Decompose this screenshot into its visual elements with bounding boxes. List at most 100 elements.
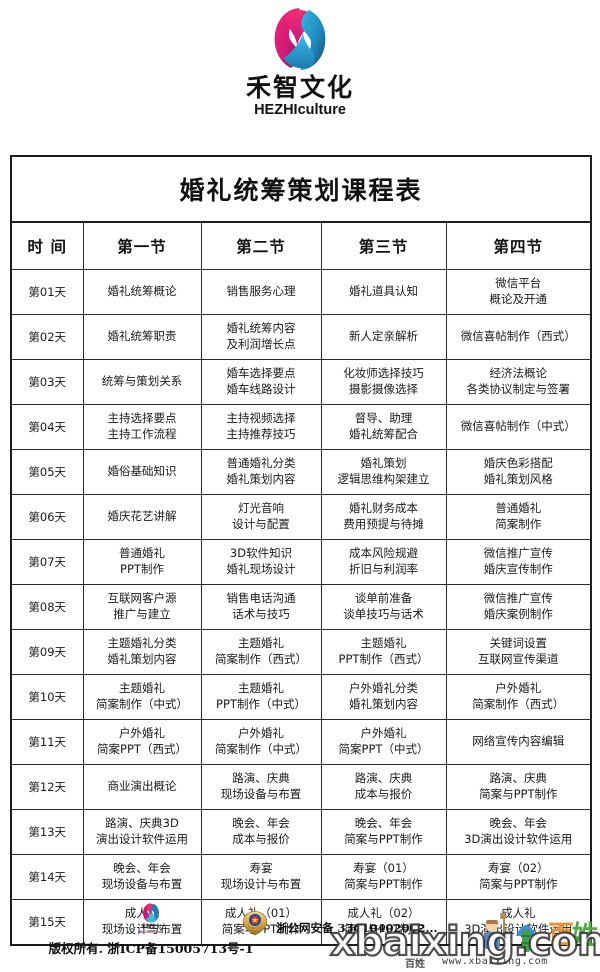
- cell-period-2: 销售服务心理: [200, 269, 322, 315]
- cell-period-2: 主题婚礼 PPT制作（中式）: [200, 674, 322, 720]
- cell-period-4: 成人礼 3D演出设计软件运用: [445, 899, 592, 946]
- cell-period-2: 主题婚礼 简案制作（西式）: [200, 629, 322, 675]
- table-row: 第14天 晚会、年会 现场设备与布置 寿宴 现场设计与布置 寿宴（01） 简案与…: [10, 854, 592, 900]
- cell-period-4: 微信平台 概论及开通: [445, 269, 592, 315]
- cell-period-1: 主持选择要点 主持工作流程: [82, 404, 202, 450]
- cell-period-1: 互联网客户源 推广与建立: [82, 584, 202, 630]
- cell-period-3: 化妆师选择技巧 摄影摄像选择: [320, 359, 447, 405]
- footer-copyright-text[interactable]: 版权所有. 浙ICP备15005713号-1: [48, 941, 254, 957]
- footer-brand-name-en: HEZHIculture: [139, 929, 163, 934]
- table-row: 第02天 婚礼统筹职责 婚礼统筹内容 及利润增长点 新人定亲解析 微信喜帖制作（…: [10, 314, 592, 360]
- row-day-label: 第13天: [10, 809, 84, 855]
- cell-period-3: 谈单前准备 谈单技巧与话术: [320, 584, 447, 630]
- cell-period-3: 婚礼道具认知: [320, 269, 447, 315]
- brand-header: 禾智文化 HEZHIculture: [0, 0, 600, 118]
- cell-period-4: 晚会、年会 3D演出设计软件运用: [445, 809, 592, 855]
- cell-period-4: 婚庆色彩搭配 婚礼策划风格: [445, 449, 592, 495]
- cell-period-1: 统筹与策划关系: [82, 359, 202, 405]
- cell-period-2: 户外婚礼 简案制作（中式）: [200, 719, 322, 765]
- row-day-label: 第04天: [10, 404, 84, 450]
- column-header-period-1: 第一节: [82, 221, 202, 270]
- row-day-label: 第12天: [10, 764, 84, 810]
- cell-period-2: 普通婚礼分类 婚礼策划内容: [200, 449, 322, 495]
- table-body: 第01天 婚礼统筹概论 销售服务心理 婚礼道具认知 微信平台 概论及开通 第02…: [10, 269, 592, 946]
- cell-period-4: 路演、庆典 简案与PPT制作: [445, 764, 592, 810]
- page-title: 婚礼统筹策划课程表: [10, 155, 592, 223]
- row-day-label: 第10天: [10, 674, 84, 720]
- footer-police-record-block[interactable]: 浙公网安备 33010402002...: [240, 908, 438, 938]
- cell-period-1: 晚会、年会 现场设备与布置: [82, 854, 202, 900]
- row-day-label: 第07天: [10, 539, 84, 585]
- cell-period-2: 路演、庆典 现场设备与布置: [200, 764, 322, 810]
- table-row: 第01天 婚礼统筹概论 销售服务心理 婚礼道具认知 微信平台 概论及开通: [10, 269, 592, 315]
- brand-name-en: HEZHIculture: [254, 102, 346, 119]
- cell-period-4: 网络宣传内容编辑: [445, 719, 592, 765]
- table-row: 第13天 路演、庆典3D 演出设计软件运用 晚会、年会 成本与报价 晚会、年会 …: [10, 809, 592, 855]
- course-schedule-table: 婚礼统筹策划课程表 时 间 第一节 第二节 第三节 第四节 第01天 婚礼统筹概…: [10, 155, 593, 946]
- cell-period-4: 关键词设置 互联网宣传渠道: [445, 629, 592, 675]
- table-row: 第12天 商业演出概论 路演、庆典 现场设备与布置 路演、庆典 成本与报价 路演…: [10, 764, 592, 810]
- cell-period-1: 路演、庆典3D 演出设计软件运用: [82, 809, 202, 855]
- cell-period-4: 寿宴（02） 简案与PPT制作: [445, 854, 592, 900]
- row-day-label: 第11天: [10, 719, 84, 765]
- cell-period-3: 婚礼财务成本 费用预提与待摊: [320, 494, 447, 540]
- table-row: 第04天 主持选择要点 主持工作流程 主持视频选择 主持推荐技巧 督导、助理 婚…: [10, 404, 592, 450]
- brand-name-cn: 禾智文化: [245, 73, 354, 102]
- cell-period-3: 成本风险规避 折旧与利润率: [320, 539, 447, 585]
- china-police-badge-icon: [240, 908, 270, 938]
- column-header-period-2: 第二节: [200, 221, 322, 270]
- row-day-label: 第06天: [10, 494, 84, 540]
- cell-period-3: 寿宴（01） 简案与PPT制作: [320, 854, 447, 900]
- table-row: 第08天 互联网客户源 推广与建立 销售电话沟通 话术与技巧 谈单前准备 谈单技…: [10, 584, 592, 630]
- table-header-row: 时 间 第一节 第二节 第三节 第四节: [10, 221, 592, 270]
- cell-period-2: 销售电话沟通 话术与技巧: [200, 584, 322, 630]
- cell-period-1: 婚礼统筹概论: [82, 269, 202, 315]
- cell-period-3: 户外婚礼分类 婚礼策划内容: [320, 674, 447, 720]
- table-row: 第03天 统筹与策划关系 婚车选择要点 婚车线路设计 化妆师选择技巧 摄影摄像选…: [10, 359, 592, 405]
- cell-period-1: 婚礼统筹职责: [82, 314, 202, 360]
- row-day-label: 第02天: [10, 314, 84, 360]
- cell-period-1: 主题婚礼分类 婚礼策划内容: [82, 629, 202, 675]
- cell-period-4: 普通婚礼 简案制作: [445, 494, 592, 540]
- cell-period-3: 户外婚礼 简案PPT（中式）: [320, 719, 447, 765]
- cell-period-1: 普通婚礼 PPT制作: [82, 539, 202, 585]
- column-header-period-4: 第四节: [445, 221, 592, 270]
- cell-period-1: 婚俗基础知识: [82, 449, 202, 495]
- page-footer: 禾智文化 HEZHIculture 版权所有. 浙ICP备15005713号-1: [0, 900, 600, 972]
- course-schedule-table-container: 婚礼统筹策划课程表 时 间 第一节 第二节 第三节 第四节 第01天 婚礼统筹概…: [10, 155, 593, 946]
- table-row: 第07天 普通婚礼 PPT制作 3D软件知识 婚礼现场设计 成本风险规避 折旧与…: [10, 539, 592, 585]
- cell-period-2: 寿宴 现场设计与布置: [200, 854, 322, 900]
- cell-period-3: 晚会、年会 简案与PPT制作: [320, 809, 447, 855]
- cell-period-2: 婚礼统筹内容 及利润增长点: [200, 314, 322, 360]
- column-header-time: 时 间: [10, 221, 84, 270]
- footer-brand-name-cn: 禾智文化: [140, 924, 161, 930]
- column-header-period-3: 第三节: [320, 221, 447, 270]
- cell-period-1: 户外婚礼 简案PPT（西式）: [82, 719, 202, 765]
- cell-period-4: 微信喜帖制作（中式）: [445, 404, 592, 450]
- table-row: 第09天 主题婚礼分类 婚礼策划内容 主题婚礼 简案制作（西式） 主题婚礼 PP…: [10, 629, 592, 675]
- cell-period-3: 成人礼（02） 简案与PPT制作: [320, 899, 447, 946]
- footer-copyright-block: 禾智文化 HEZHIculture 版权所有. 浙ICP备15005713号-1: [36, 902, 266, 957]
- cell-period-2: 晚会、年会 成本与报价: [200, 809, 322, 855]
- cell-period-4: 微信喜帖制作（西式）: [445, 314, 592, 360]
- table-title-row: 婚礼统筹策划课程表: [10, 155, 592, 223]
- cell-period-4: 微信推广宣传 婚庆案例制作: [445, 584, 592, 630]
- cell-period-3: 主题婚礼 PPT制作（西式）: [320, 629, 447, 675]
- footer-police-record-text: 浙公网安备 33010402002...: [276, 921, 438, 935]
- cell-period-3: 督导、助理 婚礼统筹配合: [320, 404, 447, 450]
- table-row: 第06天 婚庆花艺讲解 灯光音响 设计与配置 婚礼财务成本 费用预提与待摊 普通…: [10, 494, 592, 540]
- cell-period-3: 婚礼策划 逻辑思维构架建立: [320, 449, 447, 495]
- table-row: 第11天 户外婚礼 简案PPT（西式） 户外婚礼 简案制作（中式） 户外婚礼 简…: [10, 719, 592, 765]
- cell-period-4: 微信推广宣传 婚庆宣传制作: [445, 539, 592, 585]
- row-day-label: 第03天: [10, 359, 84, 405]
- row-day-label: 第09天: [10, 629, 84, 675]
- cell-period-1: 婚庆花艺讲解: [82, 494, 202, 540]
- hezhi-swoosh-logo-small-icon: [138, 902, 164, 924]
- cell-period-1: 主题婚礼 简案制作（中式）: [82, 674, 202, 720]
- cell-period-3: 新人定亲解析: [320, 314, 447, 360]
- cell-period-4: 经济法概论 各类协议制定与签署: [445, 359, 592, 405]
- cell-period-1: 商业演出概论: [82, 764, 202, 810]
- cell-period-2: 婚车选择要点 婚车线路设计: [200, 359, 322, 405]
- table-row: 第05天 婚俗基础知识 普通婚礼分类 婚礼策划内容 婚礼策划 逻辑思维构架建立 …: [10, 449, 592, 495]
- row-day-label: 第15天: [10, 899, 84, 946]
